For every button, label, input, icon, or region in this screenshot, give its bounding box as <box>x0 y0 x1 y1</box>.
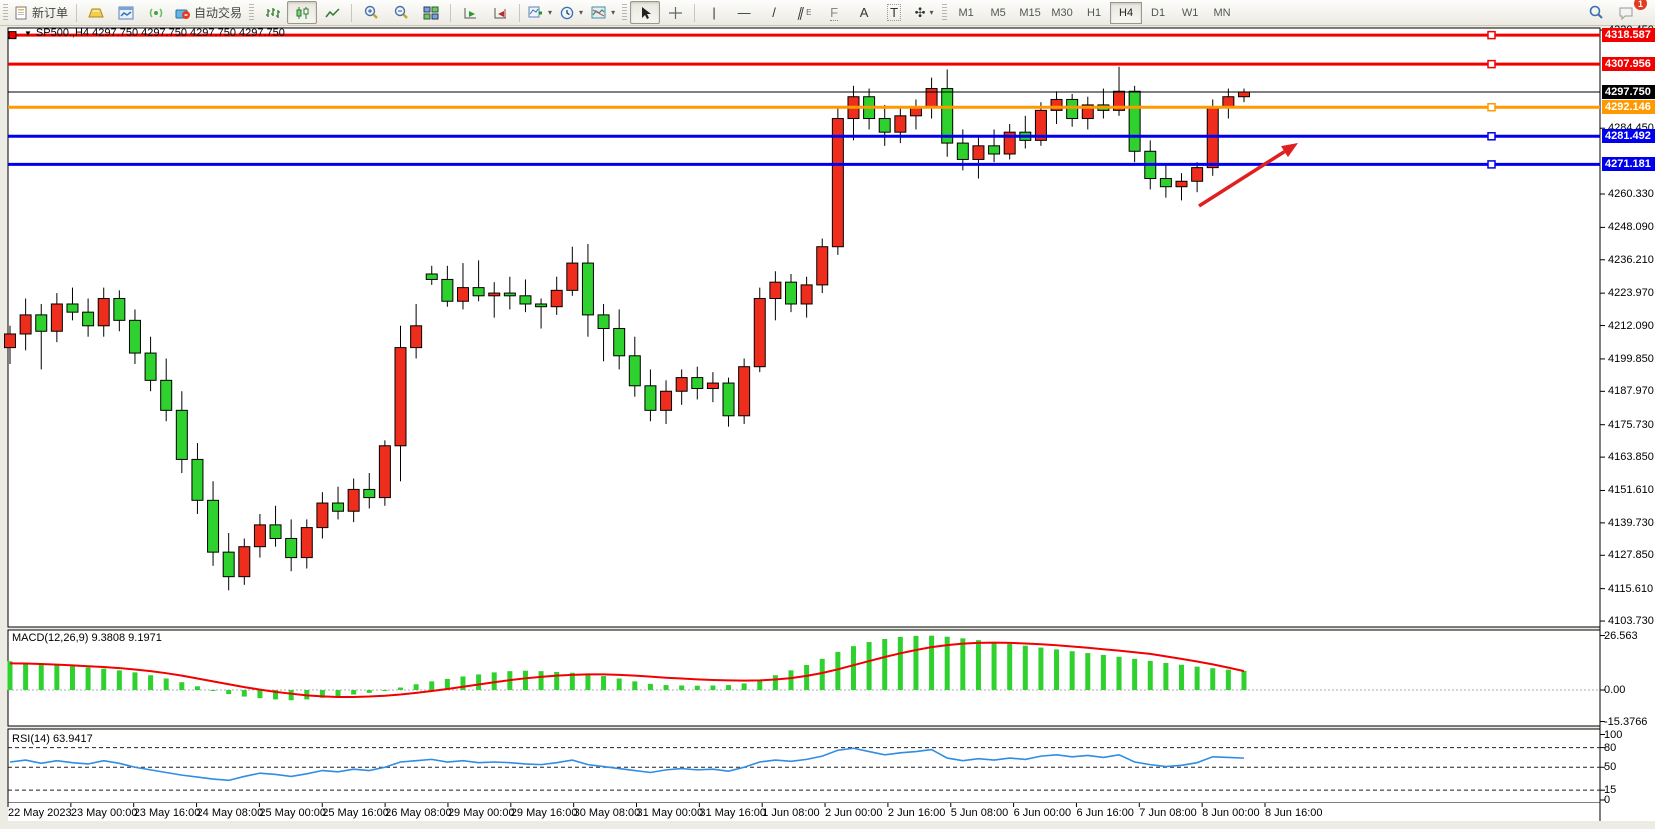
current-price-tag: 4297.750 <box>1602 84 1655 99</box>
templates-caret[interactable]: ▾ <box>611 8 616 17</box>
autotrade-icon <box>175 9 191 19</box>
chart-shift-icon <box>494 7 506 18</box>
timeframe-button-H1[interactable]: H1 <box>1087 6 1102 19</box>
candlestick-icon <box>296 6 309 19</box>
market-watch-button[interactable] <box>111 1 141 24</box>
toolbar-drag-handle[interactable] <box>249 3 255 22</box>
text-label-icon: T <box>887 4 902 21</box>
text-icon: A <box>859 5 869 20</box>
hline-price-tag: 4271.181 <box>1602 157 1655 172</box>
fibonacci-tool[interactable]: F <box>819 1 849 24</box>
price-axis[interactable] <box>1600 28 1655 803</box>
text-tool[interactable]: A <box>849 1 879 24</box>
cursor-tool-button[interactable] <box>630 1 661 24</box>
hline-price-tag: 4307.956 <box>1602 57 1655 72</box>
auto-scroll-button[interactable] <box>455 1 485 24</box>
chart-shift-button[interactable] <box>485 1 515 24</box>
clock-icon <box>560 6 574 19</box>
hline-price-tag: 4281.492 <box>1602 129 1655 144</box>
gold-ingot-icon <box>88 8 104 17</box>
timeframe-group: M1 M5 M15 M30 H1 H4 D1 W1 MN <box>950 1 1238 24</box>
toolbar-drag-handle[interactable] <box>3 3 8 22</box>
cursor-icon <box>641 6 651 19</box>
autotrade-label: 自动交易 <box>194 6 243 20</box>
new-order-button[interactable]: 新订单 <box>11 1 72 24</box>
channel-tool[interactable]: ∥ E <box>789 1 819 24</box>
tile-windows-icon <box>423 6 439 19</box>
timeframe-button-H4[interactable]: H4 <box>1110 1 1143 24</box>
timeframe-button-MN[interactable]: MN <box>1213 6 1231 19</box>
chat-bubble-icon <box>1619 7 1633 20</box>
line-chart-icon <box>324 7 340 17</box>
vertical-line-tool[interactable]: | <box>699 1 729 24</box>
auto-scroll-icon <box>464 7 476 18</box>
arrows-tool[interactable]: ✣ ▾ <box>909 1 939 24</box>
trendline-icon: / <box>772 5 776 20</box>
timeframe-button-M5[interactable]: M5 <box>990 6 1006 19</box>
chart-plot-area[interactable] <box>8 28 1600 803</box>
autotrade-button[interactable]: 自动交易 <box>171 1 246 24</box>
crosshair-tool-button[interactable] <box>660 1 690 24</box>
add-indicator-caret[interactable]: ▾ <box>548 8 553 17</box>
bar-chart-icon <box>265 7 280 18</box>
arrows-icon: ✣ <box>914 4 926 20</box>
timeframe-button-M1[interactable]: M1 <box>958 6 974 19</box>
hline-price-tag: 4292.146 <box>1602 100 1655 115</box>
signal-icon <box>149 8 163 17</box>
market-depth-button[interactable] <box>81 1 111 24</box>
timeframe-button-D1[interactable]: D1 <box>1151 6 1166 19</box>
zoom-out-icon <box>394 5 408 19</box>
new-order-label: 新订单 <box>32 6 69 20</box>
notifications-button[interactable]: 1 <box>1611 0 1647 24</box>
text-label-tool[interactable]: T <box>879 1 909 24</box>
timeframe-button-M15[interactable]: M15 <box>1019 6 1041 19</box>
candlestick-chart-button[interactable] <box>287 1 318 24</box>
search-icon <box>1589 5 1603 19</box>
time-axis[interactable] <box>8 803 1600 821</box>
horizontal-line-icon: — <box>737 5 751 20</box>
vertical-line-icon: | <box>712 5 716 20</box>
chart-window-icon <box>118 6 134 19</box>
add-indicator-icon <box>528 6 543 17</box>
zoom-out-button[interactable] <box>386 1 416 24</box>
template-icon <box>591 6 606 18</box>
main-toolbar: 新订单 自动交易 ▾ ▾ <box>0 0 1655 26</box>
zoom-in-icon <box>364 5 378 19</box>
fibonacci-icon: F <box>830 4 839 21</box>
horizontal-line-tool[interactable]: — <box>729 1 759 24</box>
line-chart-button[interactable] <box>317 1 347 24</box>
timeframe-button-W1[interactable]: W1 <box>1181 6 1199 19</box>
new-order-icon <box>15 6 27 19</box>
templates-button[interactable]: ▾ <box>587 1 619 24</box>
periods-button[interactable]: ▾ <box>556 1 587 24</box>
toolbar-drag-handle[interactable] <box>942 3 948 22</box>
channel-icon: ∥ <box>796 4 804 20</box>
periods-caret[interactable]: ▾ <box>579 8 584 17</box>
hline-price-tag: 4318.587 <box>1602 28 1655 43</box>
signals-button[interactable] <box>141 1 171 24</box>
zoom-in-button[interactable] <box>356 1 386 24</box>
notification-badge: 1 <box>1634 0 1647 10</box>
toolbar-drag-handle[interactable] <box>622 3 628 22</box>
trendline-tool[interactable]: / <box>759 1 789 24</box>
add-indicator-button[interactable]: ▾ <box>524 1 556 24</box>
arrows-caret[interactable]: ▾ <box>929 8 934 17</box>
bar-chart-button[interactable] <box>257 1 287 24</box>
timeframe-button-M30[interactable]: M30 <box>1051 6 1073 19</box>
search-button[interactable] <box>1581 1 1611 24</box>
crosshair-icon <box>668 6 682 19</box>
tile-windows-button[interactable] <box>416 1 446 24</box>
channel-subscript: E <box>806 8 812 17</box>
